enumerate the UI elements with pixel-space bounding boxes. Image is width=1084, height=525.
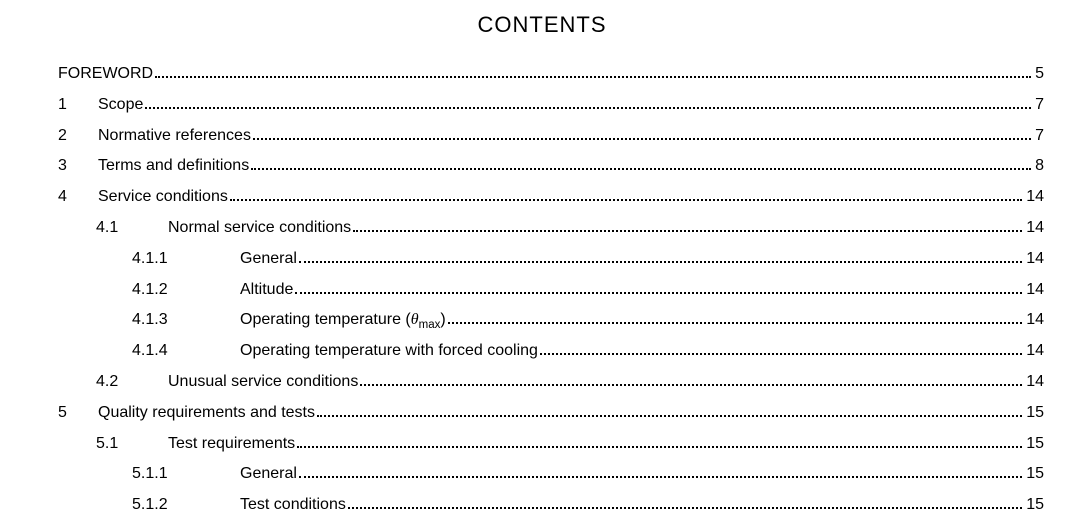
dot-leader — [145, 107, 1031, 109]
toc-entry-page: 14 — [1026, 251, 1044, 268]
toc-row: 4Service conditions 14 — [58, 189, 1044, 206]
dot-leader — [230, 199, 1022, 201]
toc-entry-title: General — [240, 251, 297, 268]
toc-entry-page: 14 — [1026, 343, 1044, 360]
toc-row: 2Normative references 7 — [58, 128, 1044, 145]
toc-entry-title: FOREWORD — [58, 66, 153, 83]
toc-row: 5Quality requirements and tests 15 — [58, 405, 1044, 422]
toc-entry-page: 8 — [1035, 158, 1044, 175]
toc-row: 4.1Normal service conditions 14 — [58, 220, 1044, 237]
toc-row: 1Scope 7 — [58, 97, 1044, 114]
toc-entry-title: Quality requirements and tests — [98, 405, 315, 422]
toc-entry-page: 15 — [1026, 497, 1044, 514]
toc-entry-title: Normative references — [98, 128, 251, 145]
toc-entry-number: 4.1.1 — [132, 251, 240, 268]
toc-entry-title: Unusual service conditions — [168, 374, 358, 391]
toc-entry-number: 5.1 — [96, 436, 168, 453]
dot-leader — [299, 261, 1022, 263]
toc-entry-number: 5.1.2 — [132, 497, 240, 514]
toc-row: 4.1.2Altitude 14 — [58, 282, 1044, 299]
toc-row: 4.2Unusual service conditions 14 — [58, 374, 1044, 391]
dot-leader — [295, 292, 1022, 294]
dot-leader — [155, 76, 1031, 78]
toc-row: 5.1.2Test conditions 15 — [58, 497, 1044, 514]
toc-row: 3Terms and definitions 8 — [58, 158, 1044, 175]
toc-entry-page: 7 — [1035, 97, 1044, 114]
toc-entry-title: Operating temperature (θmax) — [240, 312, 446, 329]
toc-entry-title: Operating temperature with forced coolin… — [240, 343, 538, 360]
dot-leader — [317, 415, 1022, 417]
toc-entry-title: Altitude — [240, 282, 293, 299]
toc-entry-number: 4.1.3 — [132, 312, 240, 329]
toc-entry-page: 14 — [1026, 220, 1044, 237]
toc-entry-number: 4.1.4 — [132, 343, 240, 360]
toc-entry-title: Normal service conditions — [168, 220, 351, 237]
toc-entry-title: Scope — [98, 97, 143, 114]
toc-entry-number: 2 — [58, 128, 98, 145]
toc-entry-page: 15 — [1026, 405, 1044, 422]
page: CONTENTS FOREWORD51Scope72Normative refe… — [0, 0, 1084, 525]
dot-leader — [540, 353, 1022, 355]
toc-entry-number: 4 — [58, 189, 98, 206]
toc-entry-page: 14 — [1026, 282, 1044, 299]
dot-leader — [251, 168, 1031, 170]
toc-entry-number: 3 — [58, 158, 98, 175]
toc-entry-page: 7 — [1035, 128, 1044, 145]
toc-row: 4.1.4Operating temperature with forced c… — [58, 343, 1044, 360]
dot-leader — [297, 446, 1022, 448]
dot-leader — [353, 230, 1022, 232]
table-of-contents: FOREWORD51Scope72Normative references73T… — [0, 66, 1084, 514]
toc-entry-page: 14 — [1026, 312, 1044, 329]
toc-row: 5.1Test requirements 15 — [58, 436, 1044, 453]
toc-row: 5.1.1General 15 — [58, 466, 1044, 483]
toc-entry-page: 15 — [1026, 466, 1044, 483]
toc-entry-title: Service conditions — [98, 189, 228, 206]
toc-entry-page: 14 — [1026, 374, 1044, 391]
toc-entry-title: Test requirements — [168, 436, 295, 453]
toc-row: 4.1.1General 14 — [58, 251, 1044, 268]
toc-entry-title: Terms and definitions — [98, 158, 249, 175]
toc-entry-number: 4.1 — [96, 220, 168, 237]
toc-entry-number: 4.2 — [96, 374, 168, 391]
contents-title: CONTENTS — [0, 12, 1084, 38]
toc-entry-title: General — [240, 466, 297, 483]
toc-entry-number: 1 — [58, 97, 98, 114]
toc-row: FOREWORD 5 — [58, 66, 1044, 83]
toc-entry-page: 5 — [1035, 66, 1044, 83]
toc-entry-number: 5 — [58, 405, 98, 422]
toc-row: 4.1.3Operating temperature (θmax) 14 — [58, 312, 1044, 329]
toc-entry-title: Test conditions — [240, 497, 346, 514]
toc-entry-page: 15 — [1026, 436, 1044, 453]
dot-leader — [448, 322, 1023, 324]
dot-leader — [348, 507, 1022, 509]
toc-entry-number: 5.1.1 — [132, 466, 240, 483]
dot-leader — [360, 384, 1022, 386]
toc-entry-page: 14 — [1026, 189, 1044, 206]
dot-leader — [299, 476, 1022, 478]
dot-leader — [253, 138, 1031, 140]
toc-entry-number: 4.1.2 — [132, 282, 240, 299]
